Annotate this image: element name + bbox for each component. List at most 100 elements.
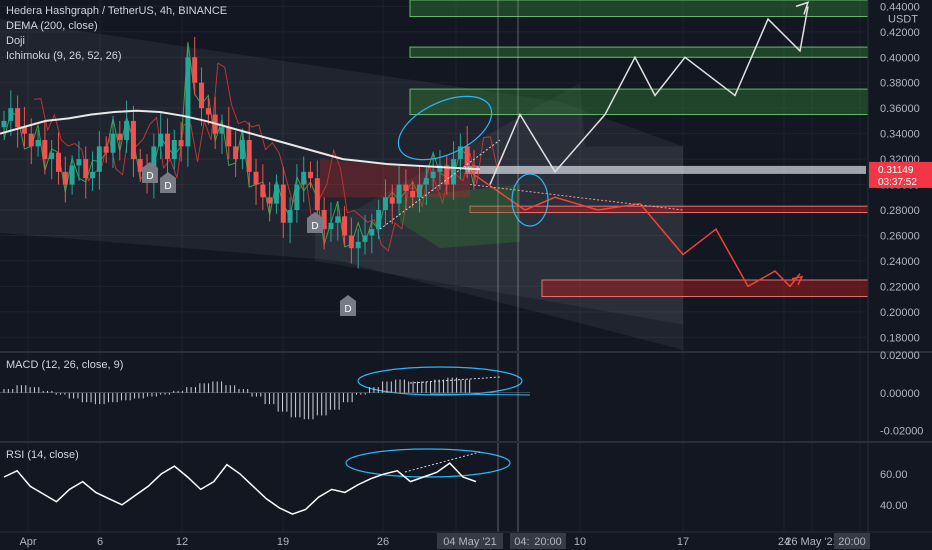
crosshair-time-bg <box>530 533 566 549</box>
annotation-ellipse-macd <box>357 366 523 396</box>
zone-resistance-2 <box>409 46 869 58</box>
legend-ichimoku[interactable]: Ichimoku (9, 26, 52, 26) <box>6 50 122 62</box>
time-tick-label: 17 <box>677 536 689 548</box>
time-axis[interactable]: Apr6121926May10172426 May '213104 May '2… <box>19 533 870 549</box>
candle-body <box>464 146 470 166</box>
candle-body <box>444 165 450 185</box>
candle-body <box>396 184 402 204</box>
candle-body <box>348 235 354 249</box>
candle-body <box>457 146 463 160</box>
rsi-label[interactable]: RSI (14, close) <box>6 449 79 461</box>
candle-body <box>287 210 293 223</box>
candle-body <box>382 197 388 210</box>
time-tick-label: 24 <box>778 536 790 548</box>
rsi-pane <box>3 462 477 515</box>
doji-marker-label: D <box>311 221 318 232</box>
price-zones <box>409 0 869 298</box>
current-price-label: 0.31149 <box>878 165 914 176</box>
crosshair-time-label: 04 May '21 <box>443 536 496 548</box>
doji-marker <box>142 162 158 183</box>
legend-doji[interactable]: Doji <box>6 35 25 47</box>
candle-body <box>328 222 334 230</box>
candle-body <box>90 171 96 179</box>
candle-body <box>42 140 48 160</box>
candle-body <box>273 184 279 204</box>
macd-tick-label: 0.02000 <box>880 350 920 362</box>
legend-dema[interactable]: DEMA (200, close) <box>6 20 98 32</box>
annotation-ellipse-rsi <box>345 448 511 478</box>
bullish-projection-line <box>489 6 809 185</box>
macd-label[interactable]: MACD (12, 26, close, 9) <box>6 359 124 371</box>
candle-body <box>55 152 61 172</box>
candle-body <box>301 171 307 185</box>
annotation-macd-trend <box>409 376 501 384</box>
candle-body <box>164 133 170 160</box>
doji-marker <box>340 295 356 316</box>
time-tick-label: 19 <box>277 536 289 548</box>
bearish-arrowhead <box>791 275 804 286</box>
candle-body <box>158 133 164 147</box>
price-tick-label: 0.20000 <box>880 307 920 319</box>
candle-body <box>185 57 191 147</box>
candle-body <box>369 229 375 236</box>
candle-body <box>362 235 368 242</box>
time-tick-label: 12 <box>176 536 188 548</box>
candle-body <box>355 241 361 249</box>
doji-marker <box>307 212 323 233</box>
candle-body <box>314 178 320 210</box>
candle-body <box>280 184 286 223</box>
zone-resistance-1 <box>409 0 869 18</box>
candle-body <box>423 178 429 185</box>
candle-body <box>389 197 395 204</box>
candle-body <box>226 127 232 147</box>
candle-body <box>253 171 259 185</box>
ichimoku-cloud-red <box>320 159 470 198</box>
candle-body <box>130 120 136 160</box>
candle-body <box>260 184 266 198</box>
annotation-ellipse-mid <box>511 173 549 227</box>
channel-fill <box>0 19 683 350</box>
price-tick-label: 0.34000 <box>880 129 920 141</box>
price-tick-label: 0.26000 <box>880 230 920 242</box>
candle-body <box>294 184 300 210</box>
macd-tick-label: 0.00000 <box>880 388 920 400</box>
candle-body <box>151 146 157 179</box>
doji-marker-label: D <box>146 171 153 182</box>
price-band <box>465 165 866 174</box>
price-tick-label: 0.24000 <box>880 256 920 268</box>
candle-body <box>110 133 116 153</box>
candle-body <box>62 171 68 185</box>
candle-body <box>35 140 41 147</box>
time-tick-label: 10 <box>574 536 586 548</box>
candle-body <box>1 120 7 128</box>
bearish-projection-line <box>469 171 801 288</box>
price-tick-label: 0.38000 <box>880 78 920 90</box>
candle-body <box>178 140 184 147</box>
candle-body <box>171 140 177 160</box>
candle-body <box>21 127 27 134</box>
macd-pane <box>0 377 530 420</box>
candle-body <box>233 146 239 160</box>
macd-tick-label: -0.02000 <box>880 426 923 438</box>
candle-body <box>76 159 82 166</box>
candle-body <box>376 210 382 230</box>
descending-channel <box>0 19 683 350</box>
candle-body <box>205 108 211 115</box>
candle-body <box>239 140 245 160</box>
time-tick-label: Apr <box>19 536 36 548</box>
candle-body <box>321 210 327 230</box>
grid <box>0 0 866 532</box>
legend-symbol[interactable]: Hedera Hashgraph / TetherUS, 4h, BINANCE <box>6 5 228 17</box>
rsi-tick-label: 60.00 <box>880 469 908 481</box>
candle-body <box>403 184 409 191</box>
ichimoku-cloud-green <box>400 184 520 249</box>
zone-support-1 <box>469 205 869 214</box>
candle-body <box>49 152 55 160</box>
candle-body <box>437 165 443 172</box>
ichimoku-cloud <box>3 41 520 252</box>
